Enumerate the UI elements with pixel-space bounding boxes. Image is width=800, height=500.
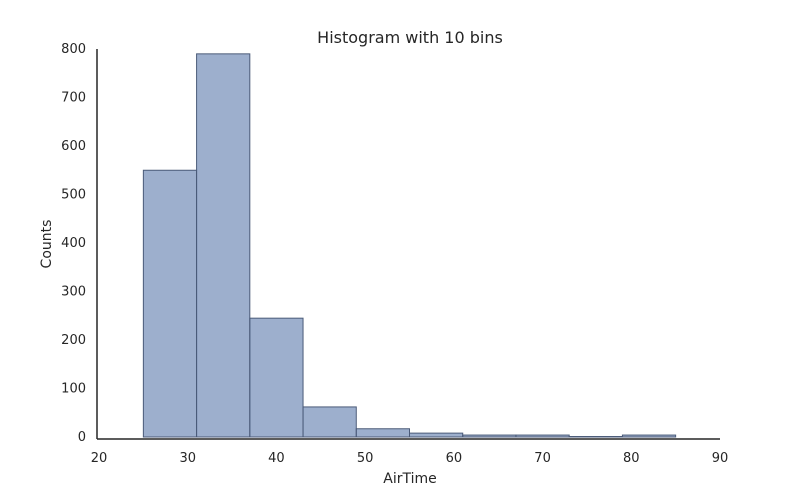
x-tick-label: 90 bbox=[712, 451, 729, 466]
y-tick-label: 100 bbox=[61, 382, 86, 397]
histogram-bar-7 bbox=[515, 434, 570, 438]
x-tick-label: 70 bbox=[534, 451, 551, 466]
histogram-bar-5 bbox=[409, 432, 464, 438]
x-tick-label: 40 bbox=[268, 451, 285, 466]
x-tick-labels: 20 30 40 50 60 70 80 90 bbox=[91, 451, 729, 466]
x-tick-label: 60 bbox=[446, 451, 463, 466]
histogram-bar-6 bbox=[462, 434, 517, 438]
y-tick-label: 700 bbox=[61, 91, 86, 106]
y-tick-label: 800 bbox=[61, 42, 86, 57]
x-axis-label: AirTime bbox=[383, 471, 436, 487]
histogram-bar-9 bbox=[621, 434, 677, 438]
histogram-bar-4 bbox=[355, 428, 410, 438]
histogram-bar-1 bbox=[196, 53, 251, 438]
x-tick-label: 20 bbox=[91, 451, 108, 466]
y-tick-label: 500 bbox=[61, 188, 86, 203]
bars-group bbox=[142, 53, 677, 438]
y-tick-label: 200 bbox=[61, 333, 86, 348]
y-tick-labels: 0 100 200 300 400 500 600 700 800 bbox=[61, 42, 86, 445]
x-tick-label: 50 bbox=[357, 451, 374, 466]
x-tick-label: 80 bbox=[623, 451, 640, 466]
histogram-bar-2 bbox=[249, 317, 304, 438]
y-tick-label: 400 bbox=[61, 236, 86, 251]
histogram-bar-0 bbox=[142, 169, 198, 438]
chart-title: Histogram with 10 bins bbox=[317, 28, 503, 47]
x-tick-label: 30 bbox=[179, 451, 196, 466]
y-tick-label: 300 bbox=[61, 285, 86, 300]
y-axis-label: Counts bbox=[39, 220, 55, 269]
y-tick-label: 0 bbox=[78, 430, 86, 445]
y-tick-label: 600 bbox=[61, 139, 86, 154]
histogram-bar-3 bbox=[302, 406, 357, 438]
